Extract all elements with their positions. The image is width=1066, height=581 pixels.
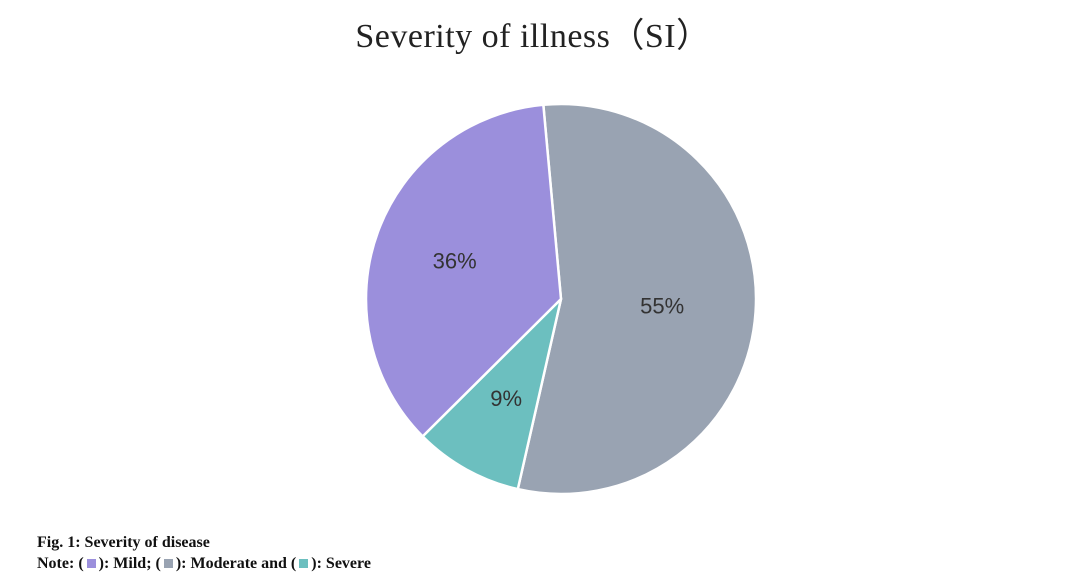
- pie-label-severe: 9%: [490, 386, 522, 411]
- pie-slices: [364, 102, 758, 496]
- pie-label-moderate: 55%: [640, 294, 684, 319]
- figure-caption-title: Fig. 1: Severity of disease: [37, 534, 210, 551]
- note-moderate: ): Moderate and (: [175, 555, 297, 572]
- figure-caption-note: Note: ( ): Mild; ( ): Moderate and ( ): Sev…: [37, 555, 371, 573]
- chart-title: Severity of illness（SI）: [355, 18, 711, 55]
- pie-labels: 55% 9% 36%: [433, 248, 685, 411]
- severe-swatch: [299, 559, 309, 568]
- note-prefix: Note: (: [37, 555, 84, 572]
- pie-slice-severe: [421, 297, 563, 491]
- mild-swatch: [86, 559, 96, 568]
- note-mild: ): Mild; (: [98, 555, 161, 572]
- pie-label-mild: 36%: [433, 248, 477, 273]
- pie-slice-mild: [364, 103, 563, 438]
- moderate-swatch: [163, 559, 173, 568]
- pie-slice-moderate: [516, 102, 758, 496]
- note-severe: ): Severe: [311, 555, 371, 572]
